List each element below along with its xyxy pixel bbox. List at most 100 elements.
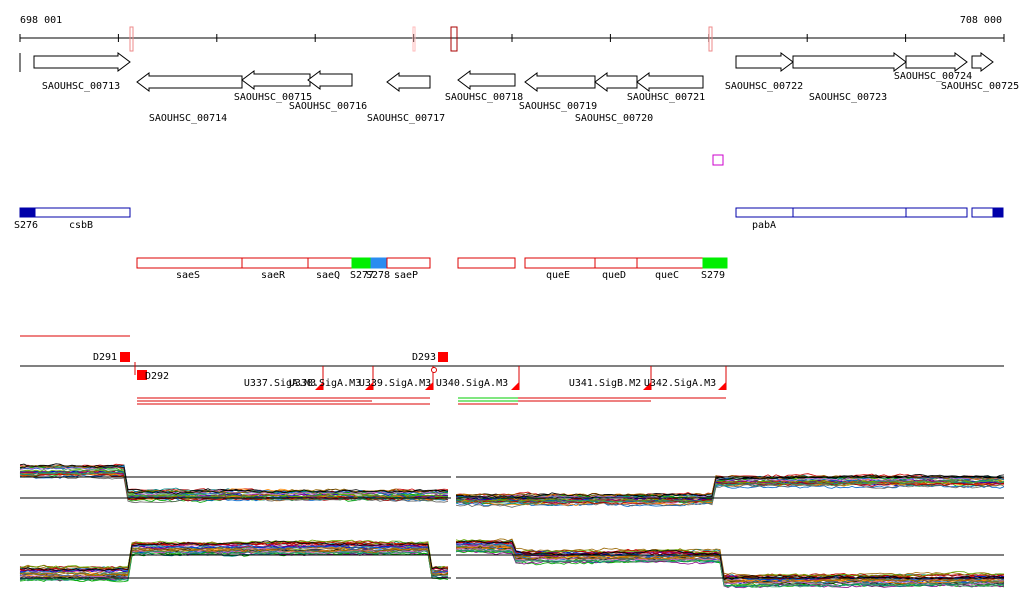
segment-label: S278 (366, 270, 390, 281)
expression-trace (455, 479, 1005, 503)
promoter-flag (643, 382, 651, 390)
ruler-marker (412, 26, 416, 52)
segment-label: queD (602, 270, 626, 281)
operon-label: S276 (14, 220, 38, 231)
operon-box (992, 207, 1004, 218)
promoter-flag (718, 382, 726, 390)
promoter-label: U339.SigA.M3 (359, 378, 431, 389)
expression-trace (19, 464, 449, 495)
site-label: D293 (412, 352, 436, 363)
expression-trace (19, 542, 449, 572)
expression-trace (455, 484, 1005, 508)
gene-label: SAOUHSC_00721 (627, 92, 705, 103)
expression-trace (19, 463, 449, 495)
expression-trace (19, 547, 449, 578)
gene-label: SAOUHSC_00717 (367, 113, 445, 124)
track-gap (451, 440, 456, 611)
gene-arrow (971, 52, 994, 72)
gene-label: SAOUHSC_00715 (234, 92, 312, 103)
segment-box (524, 257, 596, 269)
promoter-label: U341.SigB.M2 (569, 378, 641, 389)
expression-trace (455, 482, 1005, 508)
expression-trace (19, 540, 449, 572)
gene-arrow (307, 70, 353, 90)
expression-trace (19, 539, 449, 569)
gene-arrow (792, 52, 907, 72)
ruler-marker (708, 26, 713, 52)
segment-label: saeR (261, 270, 286, 281)
gene-label: SAOUHSC_00724 (894, 71, 972, 82)
site-box (438, 352, 448, 362)
segment-box (457, 257, 516, 269)
segment-box (307, 257, 353, 269)
gene-label: SAOUHSC_00723 (809, 92, 887, 103)
promoter-flag (511, 382, 519, 390)
ruler-marker (129, 26, 134, 52)
site-label: D292 (145, 371, 169, 382)
expression-trace (456, 549, 1005, 588)
gene-label: SAOUHSC_00718 (445, 92, 523, 103)
gene-label: SAOUHSC_00725 (941, 81, 1019, 92)
expression-trace (19, 545, 449, 577)
gene-arrow (386, 72, 431, 92)
gene-arrow (905, 52, 968, 72)
segment-label: queE (546, 270, 570, 281)
gene-label: SAOUHSC_00714 (149, 113, 227, 124)
gene-arrow (241, 70, 311, 90)
gene-label: SAOUHSC_00716 (289, 101, 367, 112)
site-box (137, 370, 147, 380)
promoter-label: U340.SigA.M3 (436, 378, 508, 389)
gene-label: SAOUHSC_00720 (575, 113, 653, 124)
segment-label: S279 (701, 270, 725, 281)
segment-label: saeQ (316, 270, 340, 281)
segment-box (702, 257, 728, 269)
ruler-marker (450, 26, 458, 52)
expression-trace (455, 538, 1005, 577)
gene-arrow (636, 72, 704, 92)
segment-box (241, 257, 309, 269)
promoter-flag (365, 382, 373, 390)
gene-arrow (735, 52, 794, 72)
operon-label: csbB (69, 220, 93, 231)
site-box (120, 352, 130, 362)
promoter-dot (431, 367, 437, 373)
gene-arrow (33, 52, 131, 72)
promoter-label: U337.SigA.M3 (244, 378, 316, 389)
gene-arrow (457, 70, 516, 90)
promoter-flag (315, 382, 323, 390)
operon-box (735, 207, 968, 218)
expression-trace (455, 476, 1005, 499)
segment-box (594, 257, 638, 269)
operon-box (19, 207, 131, 218)
gene-arrow (136, 72, 243, 92)
promoter-label: U338.SigA.M3 (289, 378, 361, 389)
site-label: D291 (93, 352, 117, 363)
operon-box (19, 207, 36, 218)
segment-box (636, 257, 704, 269)
segment-label: saeS (176, 270, 200, 281)
operon-label: pabA (752, 220, 776, 231)
expression-trace (455, 539, 1005, 580)
ruler-start: 698 001 (20, 15, 62, 26)
expression-trace (455, 547, 1004, 587)
expression-trace (19, 466, 449, 496)
promoter-label: U342.SigA.M3 (644, 378, 716, 389)
marker-box (712, 154, 724, 166)
segment-box (370, 257, 388, 269)
expression-trace (455, 479, 1005, 505)
promoter-flag (425, 382, 433, 390)
segment-label: saeP (394, 270, 418, 281)
expression-trace (455, 546, 1005, 584)
expression-trace (19, 550, 449, 582)
expression-trace (455, 482, 1005, 505)
gene-label: SAOUHSC_00713 (42, 81, 120, 92)
expression-trace (455, 473, 1005, 499)
segment-label: S277 (350, 270, 374, 281)
gene-arrow (524, 72, 596, 92)
gene-label: SAOUHSC_00719 (519, 101, 597, 112)
expression-trace (19, 550, 449, 582)
segment-box (386, 257, 431, 269)
segment-label: queC (655, 270, 679, 281)
gene-arrow (594, 72, 638, 92)
